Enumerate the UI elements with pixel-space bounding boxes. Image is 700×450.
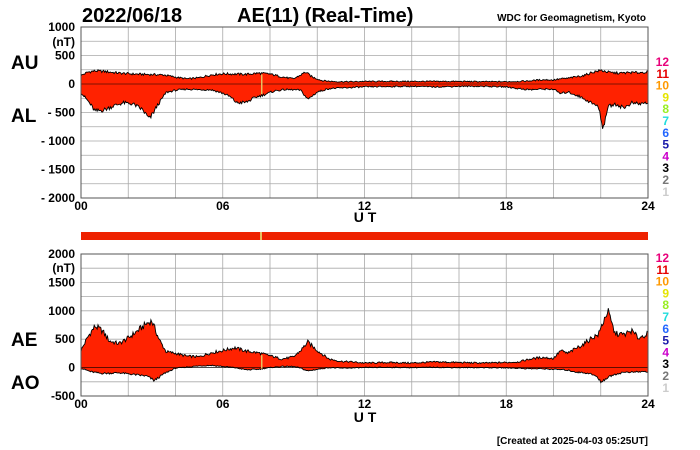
station-count-label: 2 xyxy=(662,369,669,383)
ae-ao-x-ticks: 00 06 12 18 24 xyxy=(74,397,655,411)
au-al-x-axis-title: U T xyxy=(354,209,377,225)
ae-ao-panel: 2000 1500 1000 500 0 -500 00 06 12 18 24 (nT) U T xyxy=(48,247,655,425)
station-count-label: 1 xyxy=(662,381,669,395)
created-timestamp: [Created at 2025-04-03 05:25UT] xyxy=(497,436,648,447)
y-tick-label: - 1000 xyxy=(41,134,75,148)
station-count-label: 11 xyxy=(656,67,669,81)
ae-ao-y-ticks: 2000 1500 1000 500 0 -500 xyxy=(48,247,75,403)
series-line-au xyxy=(80,68,649,83)
x-tick-label: 24 xyxy=(641,397,655,411)
station-count-label: 9 xyxy=(662,286,669,300)
au-side-label: AU xyxy=(11,53,38,74)
station-count-label: 8 xyxy=(662,298,669,312)
station-count-label: 4 xyxy=(662,149,669,163)
station-count-label: 11 xyxy=(656,263,669,277)
chart-date: 2022/06/18 xyxy=(82,5,182,27)
y-tick-label: 1000 xyxy=(48,20,75,34)
ae-ao-series xyxy=(80,308,649,384)
ae-ao-frame xyxy=(80,253,649,397)
y-tick-label: - 500 xyxy=(48,106,76,120)
au-al-series xyxy=(80,68,649,129)
ae-side-label: AE xyxy=(11,330,37,351)
station-count-label: 8 xyxy=(662,102,669,116)
station-count-label: 3 xyxy=(662,357,669,371)
au-al-panel: 1000 500 0 - 500 - 1000 - 1500 - 2000 00 06 12 18… xyxy=(41,20,655,225)
x-tick-label: 18 xyxy=(500,397,514,411)
y-tick-label: -500 xyxy=(51,389,75,403)
band-fill xyxy=(81,69,648,129)
station-count-label: 4 xyxy=(662,345,669,359)
station-count-bar xyxy=(81,232,648,240)
au-al-frame xyxy=(80,26,649,199)
station-count-label: 7 xyxy=(662,310,669,324)
y-tick-label: 0 xyxy=(68,77,75,91)
station-count-label: 10 xyxy=(656,79,670,93)
band-fill xyxy=(81,308,648,383)
y-tick-label: 2000 xyxy=(48,247,75,261)
au-al-x-ticks: 00 06 12 18 24 xyxy=(74,199,655,213)
series-line-al xyxy=(80,85,649,129)
x-tick-label: 12 xyxy=(358,199,372,213)
data-source: WDC for Geomagnetism, Kyoto xyxy=(497,13,646,24)
x-tick-label: 00 xyxy=(74,199,88,213)
station-count-label: 2 xyxy=(662,173,669,187)
x-tick-label: 12 xyxy=(358,397,372,411)
station-count-label: 5 xyxy=(662,138,669,152)
station-count-label: 12 xyxy=(656,251,670,265)
x-tick-label: 06 xyxy=(216,397,230,411)
station-count-label: 6 xyxy=(662,322,669,336)
station-count-label: 3 xyxy=(662,161,669,175)
station-count-label: 1 xyxy=(662,185,669,199)
ao-side-label: AO xyxy=(11,373,40,394)
au-al-y-ticks: 1000 500 0 - 500 - 1000 - 1500 - 2000 xyxy=(41,20,75,205)
x-tick-label: 00 xyxy=(74,397,88,411)
station-count-label: 9 xyxy=(662,90,669,104)
y-tick-label: 1500 xyxy=(48,275,75,289)
x-tick-label: 18 xyxy=(500,199,514,213)
station-count-label: 12 xyxy=(656,55,670,69)
y-tick-label: 500 xyxy=(55,332,75,346)
station-count-label: 10 xyxy=(656,275,670,289)
y-tick-label: 1000 xyxy=(48,304,75,318)
chart-title: AE(11) (Real-Time) xyxy=(237,5,413,27)
y-tick-label: 0 xyxy=(68,361,75,375)
ae-ao-unit-label: (nT) xyxy=(52,261,75,275)
station-count-label: 6 xyxy=(662,126,669,140)
station-count-bar-gap xyxy=(260,232,262,240)
y-tick-label: - 1500 xyxy=(41,163,75,177)
x-tick-label: 24 xyxy=(641,199,655,213)
y-tick-label: - 2000 xyxy=(41,191,75,205)
series-line-ae xyxy=(80,308,649,365)
au-al-gridlines xyxy=(80,26,649,199)
station-count-label: 7 xyxy=(662,114,669,128)
x-tick-label: 06 xyxy=(216,199,230,213)
station-count-label: 5 xyxy=(662,334,669,348)
ae-ao-gridlines xyxy=(80,253,649,397)
ae-ao-x-axis-title: U T xyxy=(354,409,377,425)
al-side-label: AL xyxy=(11,106,37,127)
au-al-unit-label: (nT) xyxy=(52,35,75,49)
y-tick-label: 500 xyxy=(55,49,75,63)
